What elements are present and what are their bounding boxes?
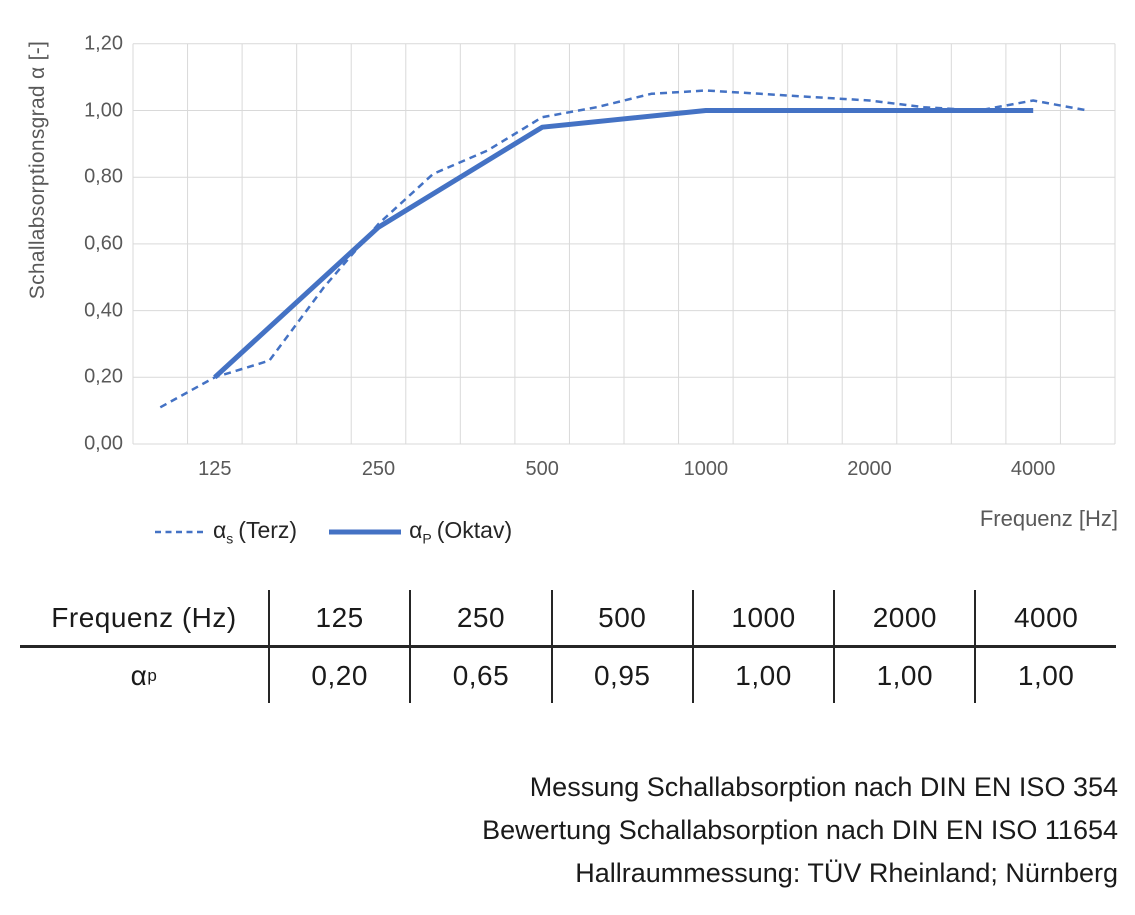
table-alpha-value: 0,20 xyxy=(268,648,409,703)
y-tick-label: 0,20 xyxy=(84,365,123,388)
table-alpha-value: 1,00 xyxy=(691,648,833,703)
legend-label-terz: αs (Terz) xyxy=(213,517,298,547)
chart-legend: αs (Terz) αP (Oktav) xyxy=(155,517,512,547)
terz-series-line xyxy=(159,89,1088,409)
table-frequency-header: 4000 xyxy=(974,590,1116,648)
y-tick-label: 0,00 xyxy=(84,432,123,455)
footnote-line: Bewertung Schallabsorption nach DIN EN I… xyxy=(482,815,1118,845)
y-tick-label: 0,80 xyxy=(84,165,123,188)
table-corner-header: Frequenz (Hz) xyxy=(20,590,268,648)
table-frequency-header: 125 xyxy=(268,590,410,648)
table-alpha-value: 1,00 xyxy=(974,648,1115,703)
footnote: Messung Schallabsorption nach DIN EN ISO… xyxy=(18,766,1118,895)
x-tick-label: 500 xyxy=(525,458,559,480)
y-tick-label: 0,60 xyxy=(84,232,123,255)
table-alpha-value: 0,95 xyxy=(550,648,692,703)
x-tick-label: 125 xyxy=(198,458,232,480)
table-frequency-header: 2000 xyxy=(833,590,975,648)
y-tick-label: 1,20 xyxy=(84,32,123,55)
dashed-line-sample xyxy=(155,530,205,534)
legend-item-oktav: αP (Oktav) xyxy=(329,517,512,547)
footnote-line: Hallraummessung: TÜV Rheinland; Nürnberg xyxy=(575,858,1118,888)
oktav-series-line xyxy=(213,108,1034,380)
x-tick-label: 1000 xyxy=(683,458,729,480)
table-frequency-header: 1000 xyxy=(691,590,834,648)
x-tick-label: 4000 xyxy=(1010,458,1056,480)
table-alpha-value: 0,65 xyxy=(409,648,550,703)
table-frequency-header: 250 xyxy=(409,590,551,648)
footnote-line: Messung Schallabsorption nach DIN EN ISO… xyxy=(529,772,1118,802)
y-tick-label: 0,40 xyxy=(84,299,123,322)
table-frequency-header: 500 xyxy=(550,590,692,648)
x-axis-title: Frequenz [Hz] xyxy=(979,506,1118,531)
x-tick-label: 2000 xyxy=(847,458,892,480)
plot-area xyxy=(132,43,1116,445)
solid-line-sample xyxy=(329,529,402,535)
legend-item-terz: αs (Terz) xyxy=(155,517,297,547)
table-alpha-value: 1,00 xyxy=(833,648,974,703)
alpha-table: Frequenz (Hz) 125 250 500 1000 2000 4000 α p 0,20… xyxy=(20,590,1116,703)
legend-label-oktav: αP (Oktav) xyxy=(409,517,513,547)
y-tick-label: 1,00 xyxy=(84,99,123,121)
x-tick-label: 250 xyxy=(361,458,396,480)
